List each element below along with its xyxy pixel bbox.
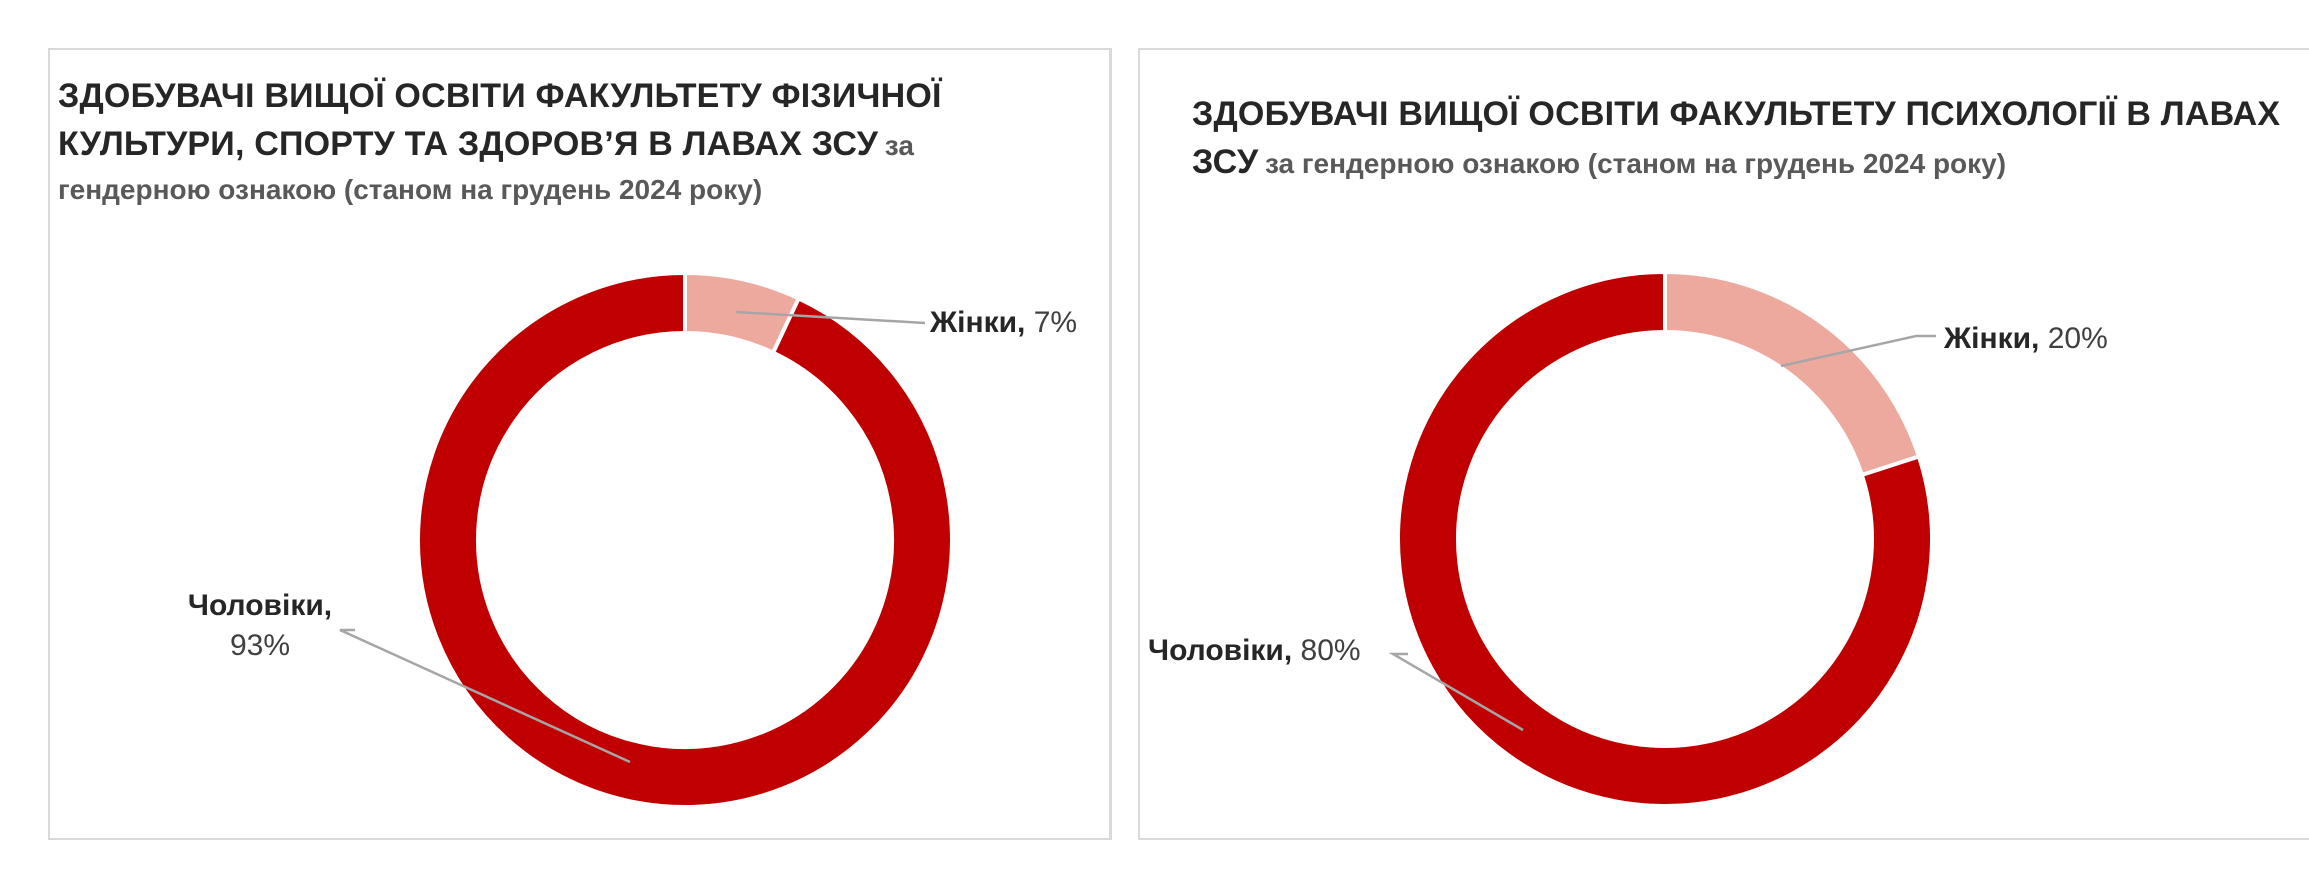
leader-line [735,310,926,325]
data-label-value: 93% [230,629,290,662]
chart-title-main: ЗДОБУВАЧІ ВИЩОЇ ОСВІТИ ФАКУЛЬТЕТУ ПСИХОЛ… [1192,95,2281,181]
donut-chart-psychology: Жінки, 20% Чоловіки, 80% [1148,269,2108,808]
chart-panel-psychology: ЗДОБУВАЧІ ВИЩОЇ ОСВІТИ ФАКУЛЬТЕТУ ПСИХОЛ… [1138,48,2309,840]
chart-title: ЗДОБУВАЧІ ВИЩОЇ ОСВІТИ ФАКУЛЬТЕТУ ПСИХОЛ… [1192,90,2309,186]
chart-title-sub: за гендерною ознакою (станом на грудень … [58,130,914,205]
data-label-women: Жінки, 20% [1943,322,2108,355]
chart-title-main: ЗДОБУВАЧІ ВИЩОЇ ОСВІТИ ФАКУЛЬТЕТУ ФІЗИЧН… [58,77,942,163]
donut-slice-women [1663,269,1922,478]
leader-line [1780,334,1936,368]
data-label-value: 7% [1025,306,1077,339]
leader-line [1388,652,1524,732]
chart-title: ЗДОБУВАЧІ ВИЩОЇ ОСВІТИ ФАКУЛЬТЕТУ ФІЗИЧН… [58,72,1058,212]
data-label-category: Чоловіки, [1148,634,1292,667]
leader-line [339,628,631,764]
data-label-men: Чоловіки, 80% [1148,634,1361,667]
data-label-value: 80% [1292,634,1360,667]
donut-slice-men [1396,269,1934,808]
data-label-women: Жінки, 7% [929,306,1077,339]
data-label-category: Жінки, [929,306,1025,339]
data-label-value: 20% [2039,322,2107,355]
donut-slice-men [416,270,954,809]
data-label-men: Чоловіки, 93% [188,589,332,662]
data-label-category: Жінки, [1943,322,2039,355]
chart-title-sub: за гендерною ознакою (станом на грудень … [1264,148,2007,179]
chart-panel-pe: ЗДОБУВАЧІ ВИЩОЇ ОСВІТИ ФАКУЛЬТЕТУ ФІЗИЧН… [48,48,1112,840]
data-label-category: Чоловіки, [188,589,332,622]
donut-chart-pe: Жінки, 7% Чоловіки, 93% [188,270,1077,809]
